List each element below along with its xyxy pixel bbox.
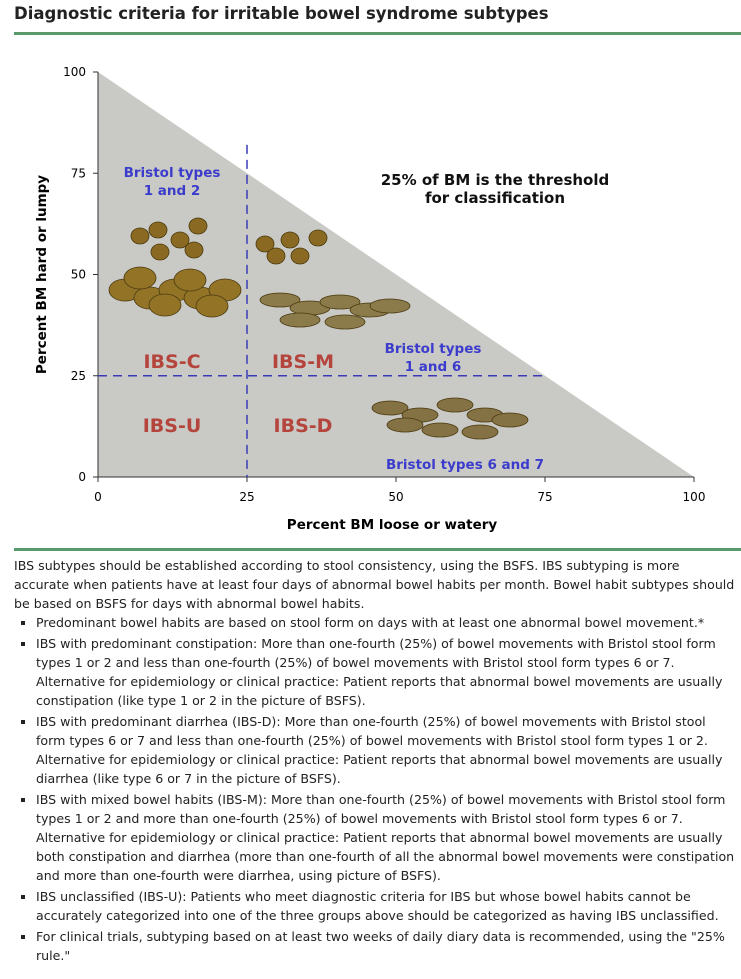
- stool-image: [184, 241, 204, 259]
- title: Diagnostic criteria for irritable bowel …: [14, 4, 549, 23]
- stool-image: [421, 422, 459, 438]
- x-tick-label: 50: [388, 490, 403, 504]
- stool-image: [371, 400, 409, 416]
- x-tick-label: 25: [239, 490, 254, 504]
- bullet: Predominant bowel habits are based on st…: [36, 613, 736, 632]
- bristol-label: Bristol types: [385, 341, 482, 357]
- bullet: IBS unclassified (IBS-U): Patients who m…: [36, 887, 736, 925]
- bullet: IBS with predominant constipation: More …: [36, 634, 736, 710]
- text-body: IBS subtypes should be established accor…: [14, 556, 736, 967]
- stool-image: [123, 266, 157, 290]
- stool-image: [259, 292, 301, 308]
- stool-image: [290, 247, 310, 265]
- intro: IBS subtypes should be established accor…: [14, 558, 735, 611]
- stool-image: [148, 293, 182, 317]
- y-tick-label: 0: [78, 470, 86, 484]
- subtype-label: IBS-M: [272, 351, 334, 373]
- bristol-label: 1 and 6: [405, 359, 462, 375]
- stool-image: [319, 294, 361, 310]
- y-tick-label: 100: [63, 65, 86, 79]
- figure: 0 25 50 75 100 0 25 50 75 100 Percent BM loose or …: [34, 65, 706, 533]
- bristol-label: 1 and 2: [144, 183, 201, 199]
- stool-image: [279, 312, 321, 328]
- stool-image: [266, 247, 286, 265]
- stool-image: [170, 231, 190, 249]
- stool-image: [324, 314, 366, 330]
- bullet: IBS with mixed bowel habits (IBS-M): Mor…: [36, 790, 736, 885]
- subtype-label: IBS-U: [143, 415, 202, 437]
- bullet-list: Predominant bowel habits are based on st…: [14, 613, 736, 965]
- y-tick-label: 75: [71, 166, 86, 180]
- stool-image: [150, 243, 170, 261]
- note: 25% of BM is the threshold: [381, 171, 610, 189]
- bullet: For clinical trials, subtyping based on …: [36, 927, 736, 965]
- rule: [14, 32, 741, 35]
- x-axis-label: Percent BM loose or watery: [287, 517, 498, 533]
- stool-image: [195, 294, 229, 318]
- bristol-label: Bristol types 6 and 7: [386, 457, 544, 473]
- note: for classification: [425, 189, 565, 207]
- stool-image: [173, 268, 207, 292]
- stool-image: [188, 217, 208, 235]
- x-tick-label: 0: [94, 490, 102, 504]
- x-tick-label: 75: [537, 490, 552, 504]
- y-tick-label: 25: [71, 369, 86, 383]
- stool-image: [386, 417, 424, 433]
- rule: [14, 548, 741, 551]
- stool-image: [255, 235, 275, 253]
- bullet: IBS with predominant diarrhea (IBS-D): M…: [36, 712, 736, 788]
- bristol-label: Bristol types: [124, 165, 221, 181]
- subtype-label: IBS-C: [143, 351, 200, 373]
- stool-image: [148, 221, 168, 239]
- stool-image: [308, 229, 328, 247]
- stool-image: [130, 227, 150, 245]
- stool-image: [369, 298, 411, 314]
- stool-image: [461, 424, 499, 440]
- stool-image: [491, 412, 529, 428]
- stool-image: [280, 231, 300, 249]
- x-tick-label: 100: [683, 490, 706, 504]
- stool-image: [436, 397, 474, 413]
- y-tick-label: 50: [71, 268, 86, 282]
- y-axis-label: Percent BM hard or lumpy: [34, 175, 50, 374]
- subtype-label: IBS-D: [274, 415, 333, 437]
